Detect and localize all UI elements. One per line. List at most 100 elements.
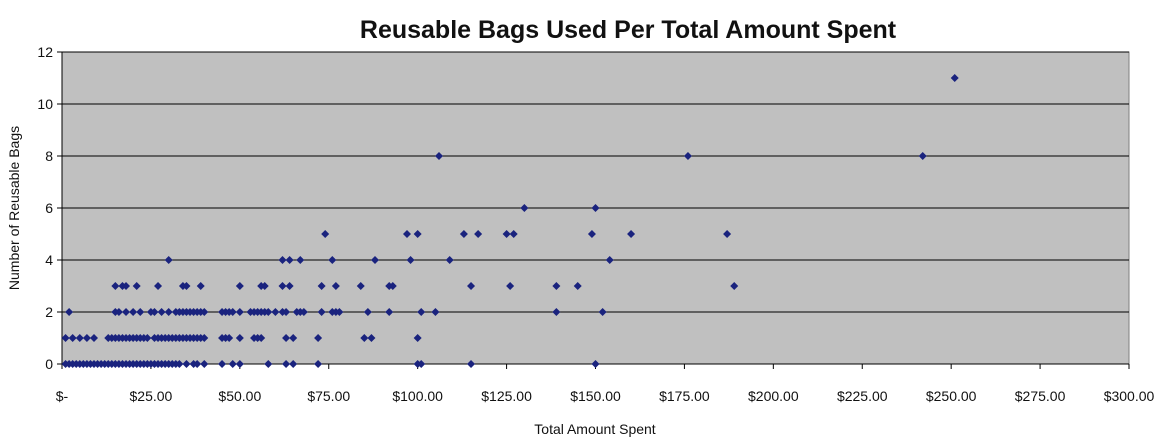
data-point [271, 308, 280, 316]
data-point [218, 360, 227, 368]
data-point [264, 308, 273, 316]
data-point [282, 360, 291, 368]
data-point [388, 282, 397, 290]
data-point [402, 230, 411, 238]
x-axis-label: Total Amount Spent [534, 421, 656, 437]
data-point [474, 230, 483, 238]
y-tick-label: 6 [45, 200, 53, 216]
chart-title: Reusable Bags Used Per Total Amount Spen… [360, 16, 897, 44]
data-point [591, 360, 600, 368]
data-point [182, 282, 191, 290]
data-point [627, 230, 636, 238]
x-tick-label: $150.00 [570, 388, 621, 404]
y-tick-label: 2 [45, 304, 53, 320]
data-point [75, 334, 84, 342]
data-point [264, 360, 273, 368]
data-point [150, 308, 159, 316]
data-point [143, 334, 152, 342]
y-tick-label: 12 [37, 44, 53, 60]
data-point [356, 282, 365, 290]
x-tick-label: $125.00 [481, 388, 532, 404]
data-point [132, 282, 141, 290]
data-point [282, 308, 291, 316]
data-point [164, 308, 173, 316]
data-point [573, 282, 582, 290]
data-point [683, 152, 692, 160]
data-point [431, 308, 440, 316]
data-point [360, 334, 369, 342]
data-point [467, 282, 476, 290]
data-point [257, 334, 266, 342]
data-point [467, 360, 476, 368]
data-point [82, 334, 91, 342]
x-tick-label: $50.00 [218, 388, 261, 404]
data-point [502, 230, 511, 238]
x-tick-label: $250.00 [926, 388, 977, 404]
data-point [225, 334, 234, 342]
data-point [260, 282, 269, 290]
data-point [289, 334, 298, 342]
data-point [278, 256, 287, 264]
data-point [321, 230, 330, 238]
data-point [200, 334, 209, 342]
data-point [552, 308, 561, 316]
data-point [157, 308, 166, 316]
data-point [363, 308, 372, 316]
data-point [235, 334, 244, 342]
data-point [509, 230, 518, 238]
data-point [730, 282, 739, 290]
y-tick-label: 8 [45, 148, 53, 164]
data-point [182, 360, 191, 368]
data-point [282, 334, 291, 342]
data-point [289, 360, 298, 368]
data-point [950, 74, 959, 82]
data-point [196, 282, 205, 290]
data-point [317, 282, 326, 290]
data-point [296, 256, 305, 264]
data-point [111, 282, 120, 290]
data-point [435, 152, 444, 160]
data-point [314, 360, 323, 368]
data-point [605, 256, 614, 264]
data-point [591, 204, 600, 212]
data-point [175, 360, 184, 368]
data-point [370, 256, 379, 264]
y-tick-label: 0 [45, 356, 53, 372]
data-point [154, 282, 163, 290]
data-point [331, 282, 340, 290]
data-point [520, 204, 529, 212]
data-point [445, 256, 454, 264]
data-point [68, 334, 77, 342]
data-point [235, 360, 244, 368]
data-point [65, 308, 74, 316]
data-point [317, 308, 326, 316]
data-point [228, 360, 237, 368]
data-point [417, 360, 426, 368]
data-point [129, 308, 138, 316]
data-point [459, 230, 468, 238]
data-point [413, 230, 422, 238]
data-point [413, 334, 422, 342]
x-tick-label: $275.00 [1015, 388, 1066, 404]
data-point [228, 308, 237, 316]
data-point [285, 282, 294, 290]
data-point [114, 308, 123, 316]
data-point [417, 308, 426, 316]
data-point [506, 282, 515, 290]
data-point [314, 334, 323, 342]
data-point [235, 308, 244, 316]
y-tick-label: 10 [37, 96, 53, 112]
data-point [235, 282, 244, 290]
data-point [723, 230, 732, 238]
x-tick-label: $225.00 [837, 388, 888, 404]
x-tick-label: $175.00 [659, 388, 710, 404]
x-tick-label: $200.00 [748, 388, 799, 404]
axes: 0 2 4 6 8 10 12 $- $25.00 $50.00 $75.00 $100.00 $125… [37, 44, 1154, 404]
data-point [299, 308, 308, 316]
x-tick-label: $75.00 [307, 388, 350, 404]
data-point [90, 334, 99, 342]
data-point [278, 282, 287, 290]
data-point [328, 256, 337, 264]
y-tick-label: 4 [45, 252, 53, 268]
